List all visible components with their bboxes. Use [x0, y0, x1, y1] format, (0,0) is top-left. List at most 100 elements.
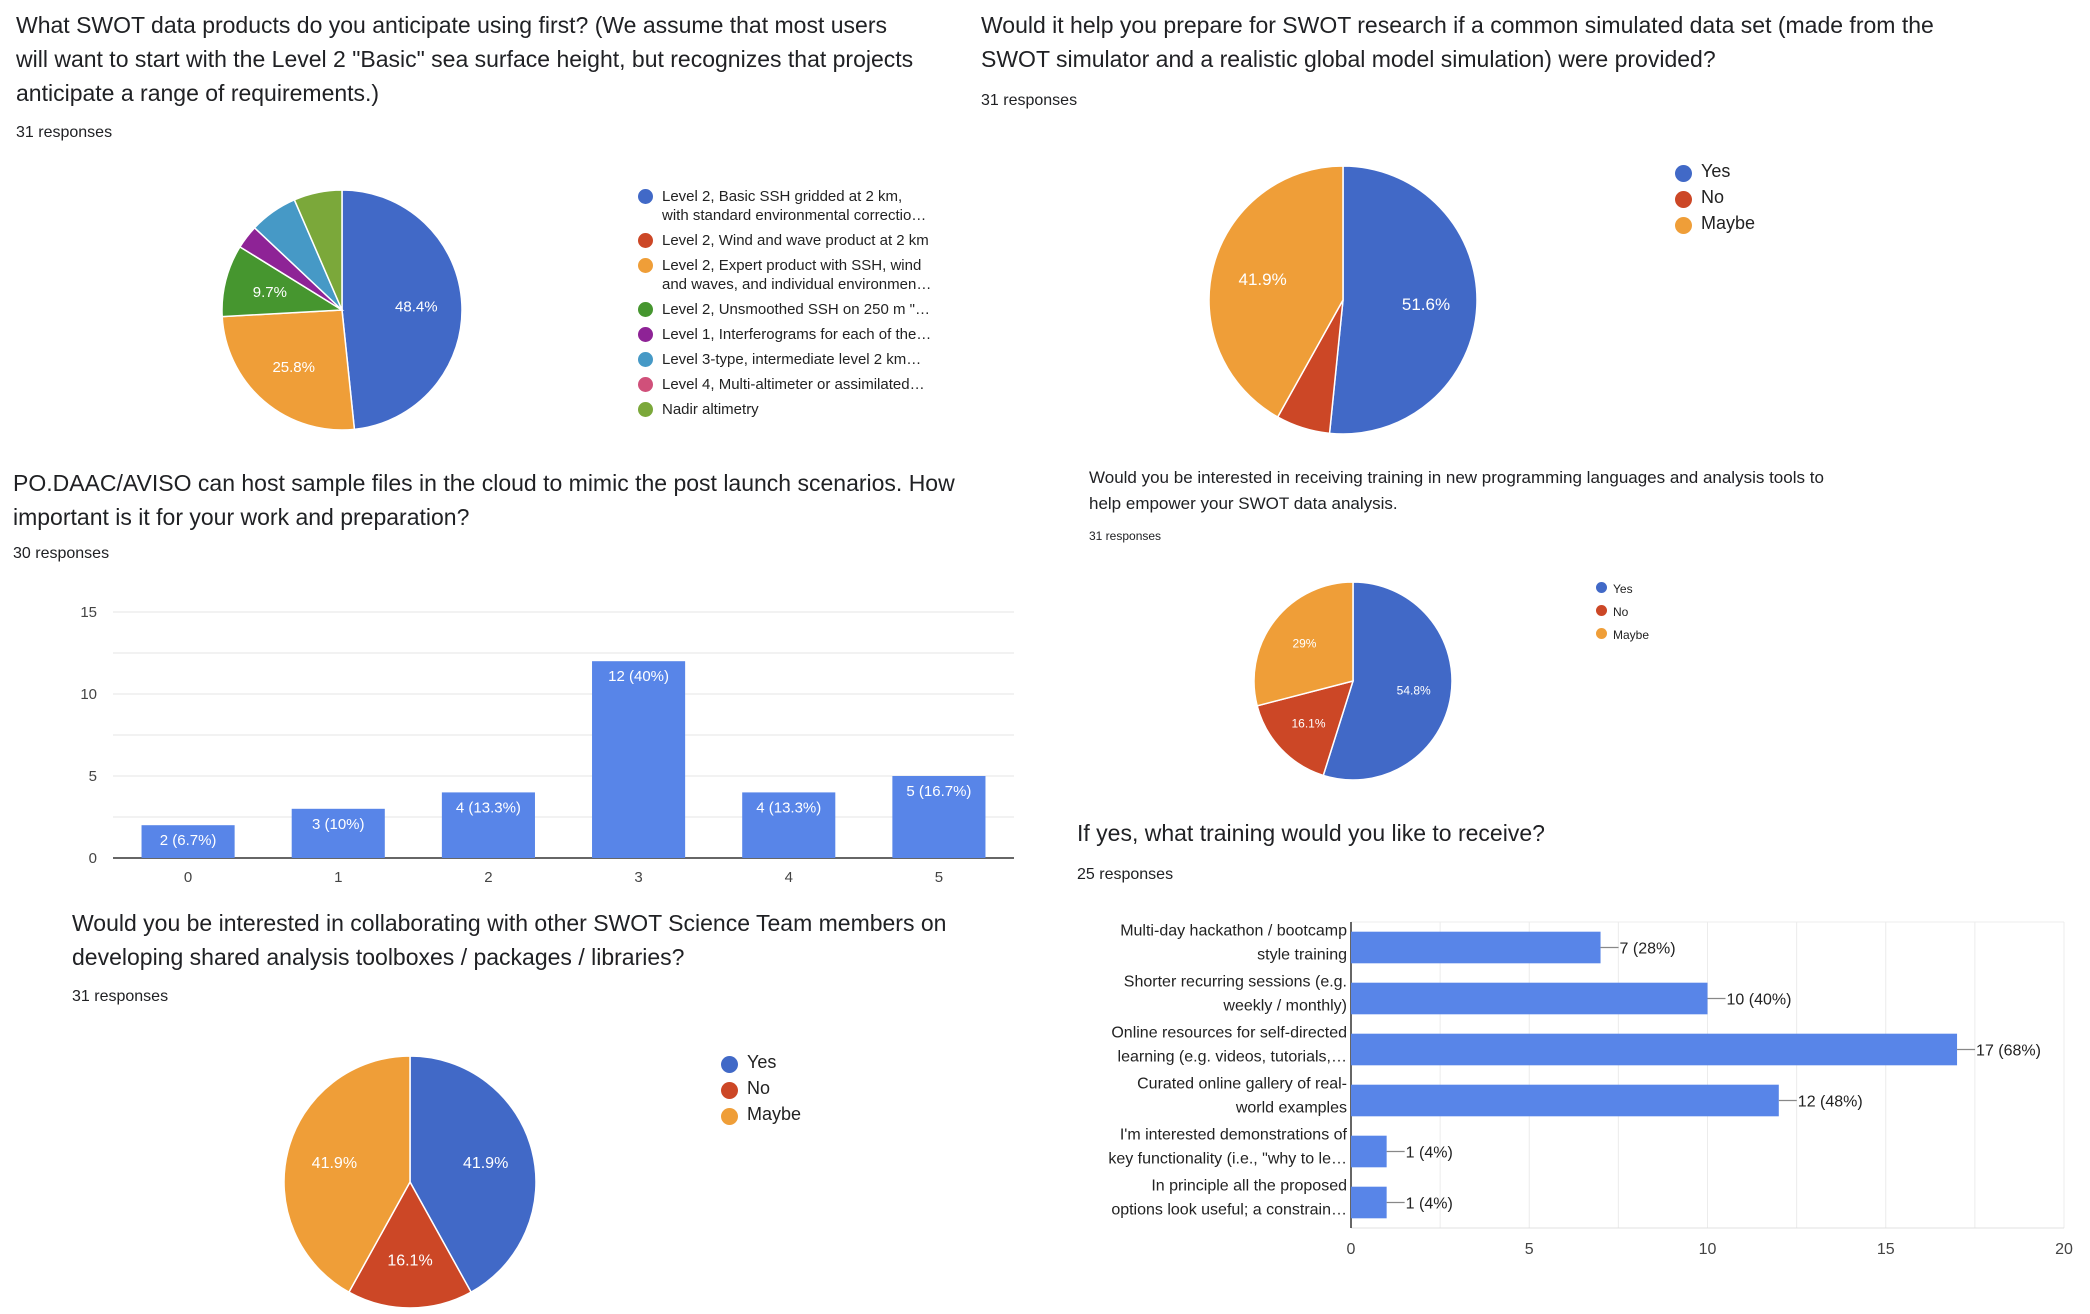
bar	[1351, 1135, 1387, 1168]
x-tick-label: 4	[785, 869, 793, 886]
x-tick-label: 20	[2055, 1241, 2073, 1258]
x-tick-label: 5	[935, 869, 943, 886]
bar	[892, 776, 986, 858]
legend-item[interactable]: Level 2, Wind and wave product at 2 km	[638, 231, 958, 250]
pie-slice-label: 16.1%	[387, 1253, 432, 1270]
legend-item[interactable]: No	[721, 1079, 801, 1099]
legend-item[interactable]: Maybe	[721, 1105, 801, 1125]
legend-swatch-icon	[638, 258, 653, 273]
legend-label: Level 3-type, intermediate level 2 km…	[662, 351, 922, 368]
legend-item[interactable]: Level 3-type, intermediate level 2 km…	[638, 350, 958, 369]
q2-response-count: 31 responses	[981, 92, 1078, 109]
bar	[291, 808, 385, 858]
q3-title: PO.DAAC/AVISO can host sample files in t…	[13, 470, 955, 530]
y-tick-label: 15	[80, 604, 97, 621]
q4-legend: Yes No Maybe	[1596, 580, 1649, 649]
bar-data-label: 3 (10%)	[312, 816, 365, 833]
q1-title: What SWOT data products do you anticipat…	[16, 12, 914, 106]
q5-legend: Yes No Maybe	[721, 1053, 801, 1131]
q5-pie-chart: 41.9% 16.1% 41.9%	[283, 1055, 537, 1309]
pie-slice-label: 41.9%	[463, 1155, 508, 1172]
legend-swatch-icon	[1675, 217, 1692, 234]
legend-label: Level 2, Basic SSH gridded at 2 km, with …	[662, 188, 927, 224]
q1-response-count: 31 responses	[16, 124, 113, 141]
y-tick-label: 0	[89, 850, 97, 867]
pie-slice	[1253, 581, 1354, 707]
legend-swatch-icon	[721, 1056, 738, 1073]
legend-item[interactable]: Level 2, Basic SSH gridded at 2 km, with …	[638, 187, 958, 225]
bar	[441, 792, 535, 858]
bar-data-label: 12 (40%)	[608, 668, 669, 685]
pie-slice	[293, 189, 343, 311]
pie-slice	[347, 1180, 473, 1309]
legend-swatch-icon	[1596, 582, 1607, 593]
y-category-label: Online resources for self-directed	[1111, 1025, 1347, 1042]
pie-slice	[409, 1055, 537, 1294]
bar-data-label: 4 (13.3%)	[756, 799, 821, 816]
legend-swatch-icon	[638, 189, 653, 204]
pie-slice	[1208, 165, 1344, 419]
legend-label: Maybe	[1613, 628, 1650, 642]
q2-title: Would it help you prepare for SWOT resea…	[981, 12, 1934, 72]
legend-item[interactable]: Yes	[1675, 162, 1755, 182]
legend-swatch-icon	[638, 377, 653, 392]
y-category-label: In principle all the proposed	[1151, 1178, 1347, 1195]
legend-item[interactable]: Nadir altimetry	[638, 400, 958, 419]
y-category-label: Curated online gallery of real-	[1137, 1076, 1347, 1093]
legend-item[interactable]: Maybe	[1675, 214, 1755, 234]
bar	[1351, 1186, 1387, 1219]
bar	[141, 825, 235, 858]
legend-item[interactable]: Yes	[721, 1053, 801, 1073]
legend-item[interactable]: Level 2, Unsmoothed SSH on 250 m "…	[638, 300, 958, 319]
pie-slice-label: 29%	[1292, 637, 1316, 651]
legend-label: Level 2, Wind and wave product at 2 km	[662, 232, 929, 249]
y-category-label: Shorter recurring sessions (e.g.	[1124, 974, 1347, 991]
legend-label: No	[1701, 187, 1725, 207]
legend-item[interactable]: No	[1675, 188, 1755, 208]
legend-swatch-icon	[638, 402, 653, 417]
bar-data-label: 1 (4%)	[1406, 1145, 1453, 1162]
bar	[592, 661, 686, 858]
y-category-label: key functionality (i.e., "why to le…	[1108, 1151, 1347, 1168]
x-tick-label: 0	[184, 869, 192, 886]
pie-slice	[283, 1055, 411, 1294]
x-tick-label: 2	[484, 869, 492, 886]
legend-label: Yes	[1701, 161, 1731, 181]
legend-item[interactable]: Maybe	[1596, 626, 1649, 645]
bar	[1351, 1033, 1958, 1066]
legend-swatch-icon	[721, 1108, 738, 1125]
legend-swatch-icon	[1675, 165, 1692, 182]
bar	[742, 792, 836, 858]
pie-slice-label: 9.7%	[253, 284, 287, 301]
legend-swatch-icon	[1596, 605, 1607, 616]
legend-item[interactable]: Level 1, Interferograms for each of the…	[638, 325, 958, 344]
legend-label: Level 4, Multi-altimeter or assimilated…	[662, 376, 925, 393]
y-category-label: learning (e.g. videos, tutorials,…	[1118, 1049, 1347, 1066]
legend-item[interactable]: Level 2, Expert product with SSH, wind an…	[638, 256, 958, 294]
bar-data-label: 4 (13.3%)	[456, 799, 521, 816]
pie-slice	[341, 189, 463, 431]
legend-label: Yes	[747, 1052, 777, 1072]
x-tick-label: 10	[1699, 1241, 1717, 1258]
legend-swatch-icon	[1675, 191, 1692, 208]
y-category-label: I'm interested demonstrations of	[1120, 1127, 1348, 1144]
legend-item[interactable]: Yes	[1596, 580, 1649, 599]
legend-item[interactable]: Level 4, Multi-altimeter or assimilated…	[638, 375, 958, 394]
q4-response-count: 31 responses	[1089, 529, 1162, 543]
q2-legend: Yes No Maybe	[1675, 162, 1755, 240]
legend-label: Nadir altimetry	[662, 401, 759, 418]
y-category-label: style training	[1257, 947, 1347, 964]
q2-pie-chart: 51.6% 41.9%	[1208, 165, 1478, 435]
y-category-label: weekly / monthly)	[1222, 998, 1347, 1015]
pie-slice	[221, 245, 345, 318]
pie-slice-label: 41.9%	[312, 1155, 357, 1172]
legend-label: Level 2, Expert product with SSH, wind an…	[662, 257, 932, 293]
y-category-label: world examples	[1235, 1100, 1347, 1117]
legend-label: No	[747, 1078, 771, 1098]
legend-swatch-icon	[638, 233, 653, 248]
q6-response-count: 25 responses	[1077, 866, 1174, 883]
bar-data-label: 2 (6.7%)	[160, 832, 217, 849]
legend-item[interactable]: No	[1596, 603, 1649, 622]
q5-response-count: 31 responses	[72, 988, 169, 1005]
y-tick-label: 5	[89, 768, 97, 785]
